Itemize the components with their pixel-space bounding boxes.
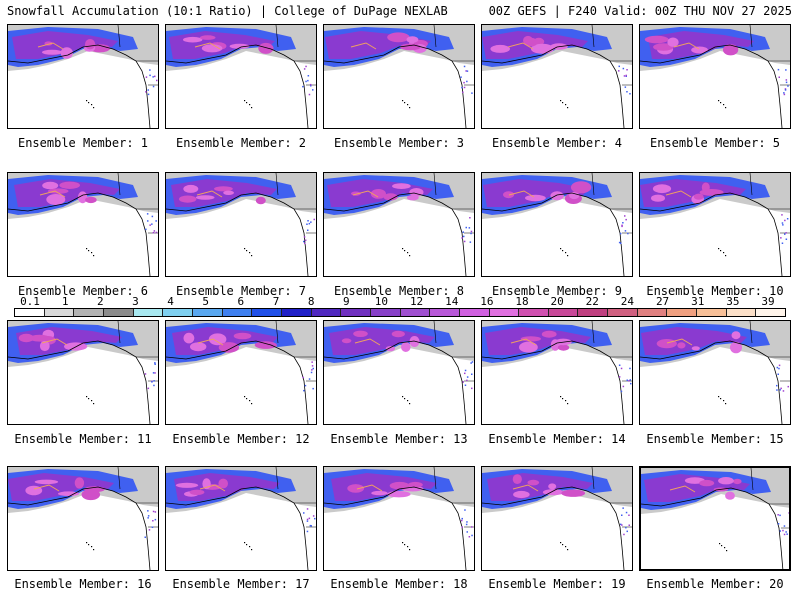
ensemble-member-map bbox=[639, 466, 791, 571]
ensemble-member-label: Ensemble Member: 10 bbox=[646, 284, 784, 298]
ensemble-member-map bbox=[7, 320, 159, 425]
colorbar-swatch bbox=[548, 309, 579, 316]
ensemble-member-map bbox=[639, 24, 791, 129]
colorbar-tick-label: 39 bbox=[761, 295, 775, 308]
colorbar-labels: 0.1 1 2 3 4 5 6 7 8 9 10 12 14 16 18 20 22 24 27 31 35 39 bbox=[0, 296, 800, 308]
ensemble-member-map bbox=[7, 24, 159, 129]
colorbar-tick-label: 0.1 bbox=[20, 295, 40, 308]
colorbar-tick-label: 22 bbox=[585, 295, 599, 308]
colorbar-swatch bbox=[103, 309, 134, 316]
colorbar-tick-label: 6 bbox=[237, 295, 245, 308]
ensemble-member-map bbox=[323, 466, 475, 571]
ensemble-member-map bbox=[7, 172, 159, 277]
colorbar-tick-label: 10 bbox=[374, 295, 389, 308]
ensemble-member-label: Ensemble Member: 13 bbox=[330, 432, 468, 446]
ensemble-member-map bbox=[639, 320, 791, 425]
colorbar-tick-label: 1 bbox=[61, 295, 69, 308]
ensemble-member-map bbox=[639, 172, 791, 277]
colorbar-swatch bbox=[341, 309, 371, 316]
ensemble-member-label: Ensemble Member: 5 bbox=[649, 136, 781, 150]
colorbar-swatch bbox=[163, 309, 193, 316]
colorbar-tick-label: 31 bbox=[691, 295, 705, 308]
colorbar-tick-label: 9 bbox=[342, 295, 350, 308]
ensemble-member-map bbox=[323, 320, 475, 425]
colorbar-swatch bbox=[519, 309, 549, 316]
ensemble-member-label: Ensemble Member: 2 bbox=[175, 136, 307, 150]
colorbar-tick-label: 16 bbox=[480, 295, 494, 308]
colorbar-swatch bbox=[222, 309, 253, 316]
colorbar-swatch bbox=[74, 309, 104, 316]
snowfall-colorbar bbox=[14, 308, 786, 317]
colorbar-swatch bbox=[311, 309, 342, 316]
ensemble-member-label: Ensemble Member: 8 bbox=[333, 284, 465, 298]
colorbar-swatch bbox=[15, 309, 45, 316]
colorbar-tick-label: 18 bbox=[515, 295, 529, 308]
colorbar-swatch bbox=[637, 309, 668, 316]
ensemble-member-label: Ensemble Member: 7 bbox=[175, 284, 307, 298]
ensemble-member-map bbox=[323, 172, 475, 277]
colorbar-tick-label: 35 bbox=[726, 295, 740, 308]
colorbar-swatch bbox=[370, 309, 401, 316]
ensemble-member-map bbox=[165, 24, 317, 129]
ensemble-member-label: Ensemble Member: 14 bbox=[488, 432, 626, 446]
ensemble-member-label: Ensemble Member: 4 bbox=[491, 136, 623, 150]
colorbar-tick-label: 4 bbox=[167, 295, 174, 308]
chart-title: Snowfall Accumulation (10:1 Ratio) | Col… bbox=[7, 4, 448, 18]
ensemble-member-label: Ensemble Member: 3 bbox=[333, 136, 465, 150]
ensemble-member-map bbox=[165, 172, 317, 277]
ensemble-member-map bbox=[481, 320, 633, 425]
ensemble-member-label: Ensemble Member: 16 bbox=[14, 577, 152, 591]
colorbar-swatch bbox=[133, 309, 164, 316]
colorbar-swatch bbox=[192, 309, 223, 316]
colorbar-swatch bbox=[400, 309, 431, 316]
ensemble-member-label: Ensemble Member: 12 bbox=[172, 432, 310, 446]
colorbar-tick-label: 24 bbox=[620, 295, 635, 308]
ensemble-member-label: Ensemble Member: 15 bbox=[646, 432, 784, 446]
ensemble-member-map bbox=[481, 24, 633, 129]
ensemble-member-map bbox=[481, 172, 633, 277]
run-valid-time: 00Z GEFS | F240 Valid: 00Z THU NOV 27 20… bbox=[488, 4, 792, 18]
colorbar-swatch bbox=[430, 309, 460, 316]
ensemble-member-label: Ensemble Member: 18 bbox=[330, 577, 468, 591]
ensemble-member-label: Ensemble Member: 17 bbox=[172, 577, 310, 591]
colorbar-swatch bbox=[281, 309, 312, 316]
colorbar-tick-label: 27 bbox=[655, 295, 670, 308]
colorbar-swatch bbox=[756, 309, 786, 316]
colorbar-swatch bbox=[459, 309, 490, 316]
colorbar-tick-label: 5 bbox=[202, 295, 210, 308]
colorbar-tick-label: 14 bbox=[445, 295, 459, 308]
ensemble-member-map bbox=[323, 24, 475, 129]
ensemble-member-label: Ensemble Member: 9 bbox=[491, 284, 623, 298]
colorbar-swatch bbox=[44, 309, 75, 316]
colorbar-swatch bbox=[252, 309, 282, 316]
ensemble-member-label: Ensemble Member: 6 bbox=[17, 284, 149, 298]
ensemble-member-map bbox=[165, 466, 317, 571]
colorbar-tick-label: 12 bbox=[409, 295, 424, 308]
ensemble-member-label: Ensemble Member: 1 bbox=[17, 136, 149, 150]
colorbar-swatch bbox=[697, 309, 727, 316]
ensemble-member-label: Ensemble Member: 19 bbox=[488, 577, 626, 591]
colorbar-swatch bbox=[726, 309, 757, 316]
ensemble-member-label: Ensemble Member: 20 bbox=[646, 577, 784, 591]
ensemble-member-label: Ensemble Member: 11 bbox=[14, 432, 152, 446]
colorbar-swatch bbox=[608, 309, 638, 316]
colorbar-swatch bbox=[578, 309, 609, 316]
ensemble-member-map bbox=[165, 320, 317, 425]
ensemble-member-map bbox=[7, 466, 159, 571]
colorbar-swatch bbox=[667, 309, 698, 316]
colorbar-tick-label: 3 bbox=[132, 295, 139, 308]
colorbar-tick-label: 20 bbox=[550, 295, 564, 308]
colorbar-tick-label: 8 bbox=[307, 295, 315, 308]
colorbar-tick-label: 2 bbox=[96, 295, 104, 308]
colorbar-swatch bbox=[489, 309, 520, 316]
ensemble-member-map bbox=[481, 466, 633, 571]
colorbar-tick-label: 7 bbox=[272, 295, 280, 308]
